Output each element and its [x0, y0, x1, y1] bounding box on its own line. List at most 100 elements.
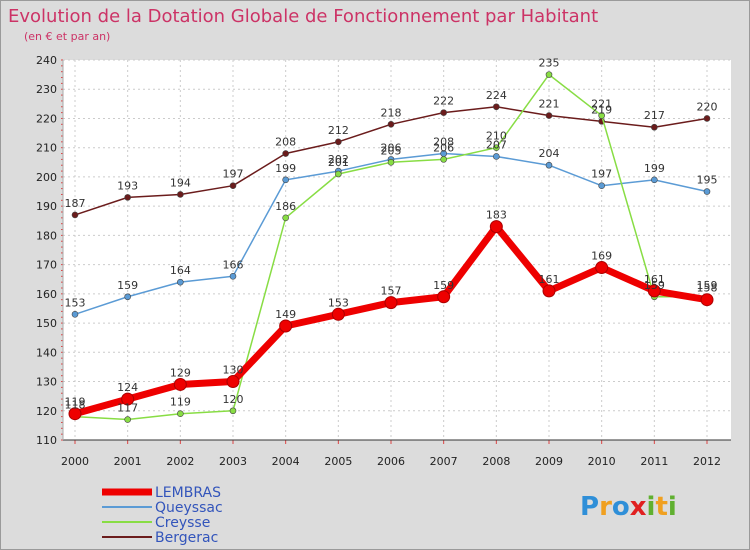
data-point [437, 290, 451, 304]
data-label: 158 [697, 282, 718, 295]
legend-label: LEMBRAS [155, 485, 221, 501]
data-point [279, 319, 293, 333]
data-point [647, 284, 661, 298]
data-point [282, 214, 289, 222]
data-label: 210 [486, 130, 507, 143]
data-point [598, 182, 605, 189]
data-point [124, 416, 131, 423]
data-point [124, 293, 131, 301]
data-point [335, 170, 342, 178]
data-label: 206 [433, 141, 454, 154]
data-point [68, 407, 82, 421]
data-label: 159 [697, 279, 718, 292]
data-point [703, 115, 711, 122]
data-label: 153 [328, 296, 349, 309]
x-tick-label: 2000 [61, 455, 89, 468]
data-point [489, 220, 503, 234]
data-point [384, 296, 398, 310]
x-tick-label: 2003 [219, 455, 247, 468]
svg-text:Proxiti: Proxiti [580, 492, 677, 522]
data-point [651, 176, 658, 184]
data-label: 218 [381, 106, 402, 119]
data-label: 221 [539, 98, 560, 111]
data-point [542, 284, 556, 298]
data-point [598, 112, 605, 119]
y-tick-label: 170 [36, 259, 57, 272]
logo-letter: o [612, 492, 630, 522]
data-label: 161 [644, 273, 665, 286]
data-label: 208 [433, 136, 454, 149]
data-label: 149 [275, 308, 296, 321]
data-point [493, 103, 500, 111]
data-point [177, 278, 184, 286]
data-label: 197 [223, 168, 244, 181]
data-label: 159 [644, 279, 665, 292]
data-point [124, 194, 131, 201]
y-tick-label: 190 [36, 200, 57, 213]
data-label: 208 [275, 136, 296, 149]
y-tick-label: 180 [36, 229, 57, 242]
y-tick-label: 200 [36, 171, 57, 184]
data-point [335, 138, 342, 146]
x-tick-label: 2008 [482, 455, 510, 468]
data-point [651, 123, 658, 131]
data-label: 220 [697, 100, 718, 113]
data-label: 186 [275, 200, 296, 213]
data-point [173, 377, 187, 391]
data-point [229, 182, 237, 189]
data-label: 204 [539, 147, 560, 160]
logo-letter: i [668, 492, 677, 522]
data-label: 205 [381, 144, 402, 157]
data-label: 199 [275, 162, 296, 175]
y-tick-label: 110 [36, 434, 57, 447]
y-tick-label: 130 [36, 376, 57, 389]
y-tick-label: 150 [36, 317, 57, 330]
data-point [703, 188, 711, 195]
data-label: 153 [65, 296, 86, 309]
data-label: 206 [381, 141, 402, 154]
data-point [177, 191, 184, 198]
data-point [226, 375, 240, 389]
data-label: 187 [65, 197, 86, 210]
data-label: 235 [539, 57, 560, 70]
data-point [545, 71, 553, 78]
x-tick-label: 2011 [640, 455, 668, 468]
x-tick-label: 2001 [114, 455, 142, 468]
legend-label: Queyssac [155, 500, 223, 516]
y-tick-label: 120 [36, 405, 57, 418]
data-label: 217 [644, 109, 665, 122]
chart-subtitle: (en € et par an) [24, 30, 110, 43]
data-label: 201 [328, 156, 349, 169]
logo-letter: P [580, 492, 599, 522]
x-tick-label: 2007 [430, 455, 458, 468]
y-tick-label: 220 [36, 112, 57, 125]
data-label: 118 [65, 399, 86, 412]
proxiti-logo: Proxiti [580, 492, 677, 522]
data-label: 202 [328, 153, 349, 166]
data-label: 159 [117, 279, 138, 292]
data-label: 212 [328, 124, 349, 137]
data-label: 169 [591, 250, 612, 263]
data-label: 221 [591, 98, 612, 111]
y-tick-label: 210 [36, 142, 57, 155]
data-label: 161 [539, 273, 560, 286]
logo-letter: x [630, 492, 647, 522]
data-label: 197 [591, 168, 612, 181]
data-label: 117 [117, 402, 138, 415]
data-label: 193 [117, 179, 138, 192]
data-point [545, 112, 553, 119]
y-tick-label: 240 [36, 54, 57, 67]
x-tick-label: 2012 [693, 455, 721, 468]
data-point [71, 211, 79, 219]
data-point [229, 273, 237, 280]
x-tick-label: 2009 [535, 455, 563, 468]
data-point [121, 392, 135, 406]
legend-label: Creysse [155, 515, 210, 531]
data-label: 130 [223, 364, 244, 377]
logo-letter: r [599, 492, 612, 522]
data-label: 224 [486, 89, 507, 102]
data-label: 119 [170, 396, 191, 409]
logo-letter: i [647, 492, 656, 522]
data-label: 157 [381, 285, 402, 298]
